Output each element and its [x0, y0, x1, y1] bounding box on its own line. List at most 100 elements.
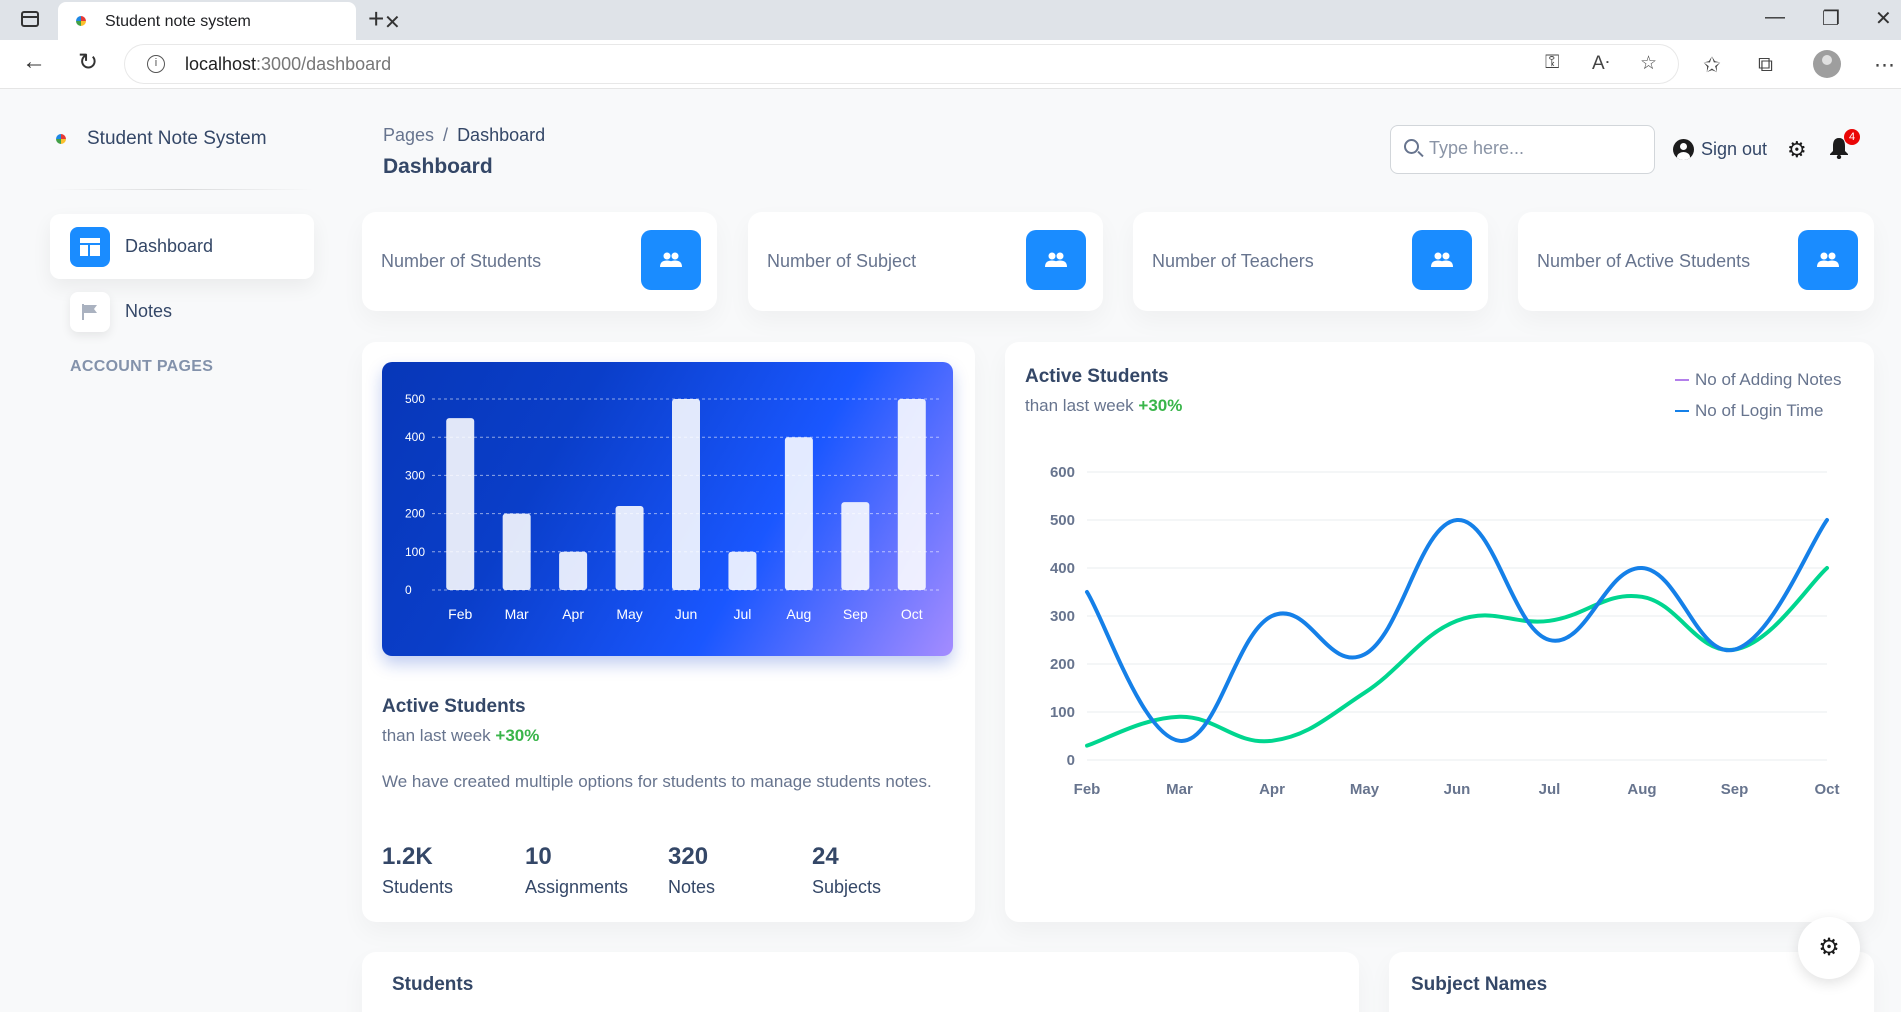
x-tick-label: Jun — [1444, 781, 1471, 798]
y-tick-label: 300 — [1050, 608, 1075, 625]
bar — [897, 399, 926, 590]
y-tick-label: 300 — [405, 468, 425, 482]
legend-item-notes[interactable]: No of Adding Notes — [1675, 370, 1841, 390]
stat-label: Number of Teachers — [1152, 251, 1314, 271]
x-tick-label: Aug — [786, 606, 811, 622]
stat-card-teachers[interactable]: Number of Teachers — [1133, 212, 1488, 311]
users-icon — [1026, 230, 1086, 290]
section-title-account-pages: ACCOUNT PAGES — [70, 358, 214, 375]
series-line — [1085, 566, 1829, 748]
metric-subjects: 24 Subjects — [812, 843, 881, 898]
x-tick-label: Sep — [1721, 781, 1749, 798]
notifications-button[interactable]: 4 — [1829, 129, 1860, 164]
y-tick-label: 200 — [405, 507, 425, 521]
x-tick-label: Feb — [448, 606, 472, 622]
change-value: +30% — [1138, 396, 1183, 415]
breadcrumb-current: Dashboard — [457, 125, 546, 145]
key-icon[interactable]: ⚿ — [1545, 52, 1560, 73]
sign-out-button[interactable]: Sign out — [1673, 139, 1767, 160]
y-tick-label: 0 — [405, 583, 412, 597]
url-text[interactable]: localhost:3000/dashboard — [185, 54, 392, 74]
x-tick-label: Oct — [901, 606, 923, 622]
users-icon — [1412, 230, 1472, 290]
restore-icon[interactable]: ❐ — [1822, 8, 1840, 30]
tab-title: Student note system — [105, 13, 251, 30]
notification-badge: 4 — [1844, 129, 1860, 145]
metric-students: 1.2K Students — [382, 843, 453, 898]
y-tick-label: 500 — [405, 392, 425, 406]
gear-icon[interactable]: ⚙ — [1787, 137, 1807, 162]
read-aloud-icon[interactable]: Aᐧ — [1592, 53, 1610, 74]
active-students-card: 0 100 200 300 400 500 Feb Mar Apr May Jun Jul Aug Sep… — [362, 342, 975, 922]
x-tick-label: Aug — [1627, 781, 1656, 798]
breadcrumb-root[interactable]: Pages — [383, 125, 435, 145]
stat-card-students[interactable]: Number of Students — [362, 212, 717, 311]
bar — [728, 551, 757, 590]
legend-item-login[interactable]: No of Login Time — [1675, 401, 1824, 421]
sidebar-item-label: Dashboard — [125, 236, 214, 256]
add-favorite-icon[interactable]: ☆ — [1640, 53, 1658, 74]
flag-icon — [70, 291, 110, 332]
sidebar-item-notes[interactable]: Notes — [50, 279, 314, 344]
brand[interactable]: Student Note System — [50, 128, 267, 150]
more-icon[interactable]: ⋯ — [1874, 54, 1895, 77]
card-subtitle: than last week +30% — [1025, 396, 1183, 415]
change-value: +30% — [495, 726, 540, 745]
search-box[interactable] — [1390, 125, 1655, 174]
configurator-button[interactable]: ⚙ — [1798, 917, 1860, 979]
x-tick-label: Mar — [505, 606, 529, 622]
sidebar-item-dashboard[interactable]: Dashboard — [50, 214, 314, 279]
card-title: Students — [392, 974, 474, 995]
metric-value: 1.2K — [382, 843, 433, 870]
sidebar-divider — [50, 189, 314, 190]
tab-favicon-icon — [76, 16, 86, 26]
subject-names-card: Subject Names — [1389, 952, 1874, 1012]
stat-card-subjects[interactable]: Number of Subject — [748, 212, 1103, 311]
stat-label: Number of Subject — [767, 251, 917, 271]
card-subtitle: than last week +30% — [382, 726, 540, 745]
y-tick-label: 200 — [1050, 656, 1075, 673]
browser-address-bar: ← ↻ i localhost:3000/dashboard ⚿ Aᐧ ☆ ✩ … — [0, 40, 1901, 89]
stat-label: Number of Students — [381, 251, 542, 271]
line-chart-card: Active Students than last week +30% No o… — [1005, 342, 1874, 922]
brand-name: Student Note System — [87, 128, 267, 149]
metric-label: Subjects — [812, 877, 882, 897]
site-info-icon[interactable]: i — [147, 55, 165, 73]
sidebar-item-label: Notes — [125, 301, 173, 321]
stat-card-active-students[interactable]: Number of Active Students — [1518, 212, 1874, 311]
bar-chart: 0 100 200 300 400 500 Feb Mar Apr May Jun Jul Aug Sep… — [405, 392, 940, 622]
search-input[interactable] — [1429, 138, 1644, 159]
brand-logo-icon — [50, 128, 72, 150]
metric-notes: 320 Notes — [668, 843, 715, 898]
reload-icon[interactable]: ↻ — [78, 49, 99, 76]
y-tick-label: 400 — [1050, 560, 1075, 577]
bar-chart-panel: 0 100 200 300 400 500 Feb Mar Apr May Jun Jul Aug Sep… — [382, 362, 953, 656]
card-title: Subject Names — [1411, 974, 1548, 995]
profile-avatar[interactable] — [1813, 50, 1841, 78]
x-tick-label: Mar — [1166, 781, 1193, 798]
window-close-icon[interactable]: ✕ — [1875, 8, 1892, 30]
bar — [559, 551, 588, 590]
collections-icon[interactable]: ⧉ — [1758, 53, 1773, 76]
bell-icon — [1830, 138, 1848, 160]
url-field[interactable]: i localhost:3000/dashboard ⚿ Aᐧ ☆ — [125, 45, 1678, 83]
new-tab-icon[interactable]: + — [368, 3, 385, 34]
browser-sidebar-icon[interactable] — [21, 11, 39, 27]
bar — [784, 437, 813, 590]
x-tick-label: Sep — [843, 606, 868, 622]
favorites-icon[interactable]: ✩ — [1703, 54, 1721, 77]
browser-tab-bar: Student note system ✕ + — ❐ ✕ — [0, 0, 1901, 40]
breadcrumb-separator: / — [443, 125, 449, 145]
minimize-icon[interactable]: — — [1765, 6, 1785, 28]
card-title: Active Students — [382, 696, 526, 717]
dashboard-icon — [70, 226, 110, 267]
back-icon[interactable]: ← — [22, 48, 46, 75]
gear-icon: ⚙ — [1818, 934, 1840, 961]
metric-value: 24 — [812, 843, 839, 870]
x-tick-label: Oct — [1814, 781, 1839, 798]
card-title: Active Students — [1025, 366, 1169, 387]
tab-close-icon[interactable]: ✕ — [384, 12, 401, 34]
browser-tab[interactable]: Student note system ✕ — [58, 2, 401, 40]
y-tick-label: 500 — [1050, 512, 1075, 529]
x-tick-label: Jun — [675, 606, 698, 622]
